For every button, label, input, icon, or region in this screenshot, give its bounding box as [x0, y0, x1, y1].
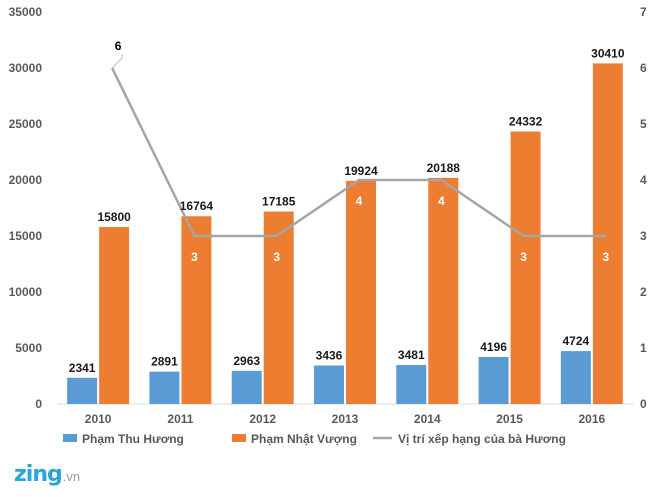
x-tick-label: 2012 — [249, 412, 276, 426]
legend-swatch-pham-thu-huong — [63, 434, 77, 442]
bar-pham-nhat-vuong — [263, 211, 294, 404]
x-tick-label: 2011 — [167, 412, 193, 426]
rank-label: 4 — [438, 194, 445, 208]
data-label-pham-thu-huong: 4196 — [480, 340, 507, 354]
rank-line-path — [111, 67, 606, 238]
data-label-pham-thu-huong: 3481 — [398, 348, 425, 362]
data-label-pham-nhat-vuong: 19924 — [344, 164, 378, 178]
rank-label: 3 — [273, 250, 280, 264]
brand-name: zing — [14, 462, 63, 487]
data-label-pham-thu-huong: 2963 — [233, 354, 260, 368]
rank-line — [111, 54, 606, 238]
rank-label: 4 — [356, 194, 363, 208]
data-label-pham-nhat-vuong: 17185 — [262, 195, 296, 209]
rank-label: 3 — [191, 250, 198, 264]
data-label-pham-thu-huong: 2341 — [69, 361, 96, 375]
bar-pham-nhat-vuong — [510, 131, 541, 404]
data-label-pham-nhat-vuong: 24332 — [509, 114, 543, 128]
bar-pham-nhat-vuong — [428, 177, 459, 404]
data-label-pham-nhat-vuong: 20188 — [427, 161, 461, 175]
x-tick-label: 2010 — [85, 412, 112, 426]
legend: Phạm Thu Hương Phạm Nhật Vượng Vị trí xếp … — [63, 432, 566, 446]
axes: 0500010000150002000025000300003500001234… — [9, 5, 647, 426]
y-left-tick-label: 0 — [35, 397, 42, 411]
y-right-tick-label: 1 — [640, 341, 647, 355]
legend-label-pham-nhat-vuong: Phạm Nhật Vượng — [251, 432, 357, 446]
data-label-pham-thu-huong: 3436 — [316, 349, 343, 363]
data-label-pham-thu-huong: 2891 — [151, 355, 178, 369]
x-tick-label: 2014 — [414, 412, 441, 426]
y-right-tick-label: 3 — [640, 229, 647, 243]
data-label-pham-nhat-vuong: 30410 — [591, 46, 625, 60]
data-label-pham-nhat-vuong: 16764 — [180, 199, 214, 213]
x-tick-label: 2013 — [332, 412, 359, 426]
legend-label-rank: Vị trí xếp hạng của bà Hương — [398, 432, 566, 446]
y-right-tick-label: 5 — [640, 117, 647, 131]
y-right-tick-label: 7 — [640, 5, 647, 19]
bar-pham-nhat-vuong — [592, 63, 623, 405]
y-left-tick-label: 35000 — [9, 5, 43, 19]
bars — [67, 63, 623, 405]
bar-pham-thu-huong — [149, 371, 180, 404]
y-left-tick-label: 15000 — [9, 229, 43, 243]
y-left-tick-label: 10000 — [9, 285, 43, 299]
legend-label-pham-thu-huong: Phạm Thu Hương — [82, 432, 184, 446]
data-labels: 2341158002891167642963171853436199243481… — [69, 39, 625, 375]
bar-pham-thu-huong — [314, 365, 344, 404]
rank-label: 3 — [603, 250, 610, 264]
data-label-pham-nhat-vuong: 15800 — [97, 210, 131, 224]
y-left-tick-label: 20000 — [9, 173, 43, 187]
y-left-tick-label: 25000 — [9, 117, 43, 131]
y-right-tick-label: 4 — [640, 173, 647, 187]
y-left-tick-label: 5000 — [15, 341, 42, 355]
y-right-tick-label: 0 — [640, 397, 647, 411]
bar-pham-thu-huong — [67, 377, 98, 404]
bar-pham-thu-huong — [560, 351, 591, 404]
bar-pham-thu-huong — [231, 370, 262, 404]
bar-pham-nhat-vuong — [346, 180, 376, 404]
legend-swatch-pham-nhat-vuong — [232, 434, 246, 442]
bar-pham-nhat-vuong — [181, 216, 212, 404]
x-tick-label: 2015 — [496, 412, 523, 426]
data-label-pham-thu-huong: 4724 — [563, 334, 590, 348]
y-right-tick-label: 6 — [640, 61, 647, 75]
x-tick-label: 2016 — [579, 412, 606, 426]
brand-suffix: .vn — [62, 469, 81, 484]
rank-label-leader — [111, 54, 123, 69]
bar-pham-thu-huong — [478, 357, 509, 404]
y-right-tick-label: 2 — [640, 285, 647, 299]
rank-label: 3 — [520, 250, 527, 264]
bar-pham-thu-huong — [396, 365, 427, 404]
rank-label: 6 — [115, 39, 122, 53]
bar-pham-nhat-vuong — [99, 227, 130, 404]
brand-logo: zing .vn — [14, 462, 80, 488]
y-left-tick-label: 30000 — [9, 61, 43, 75]
